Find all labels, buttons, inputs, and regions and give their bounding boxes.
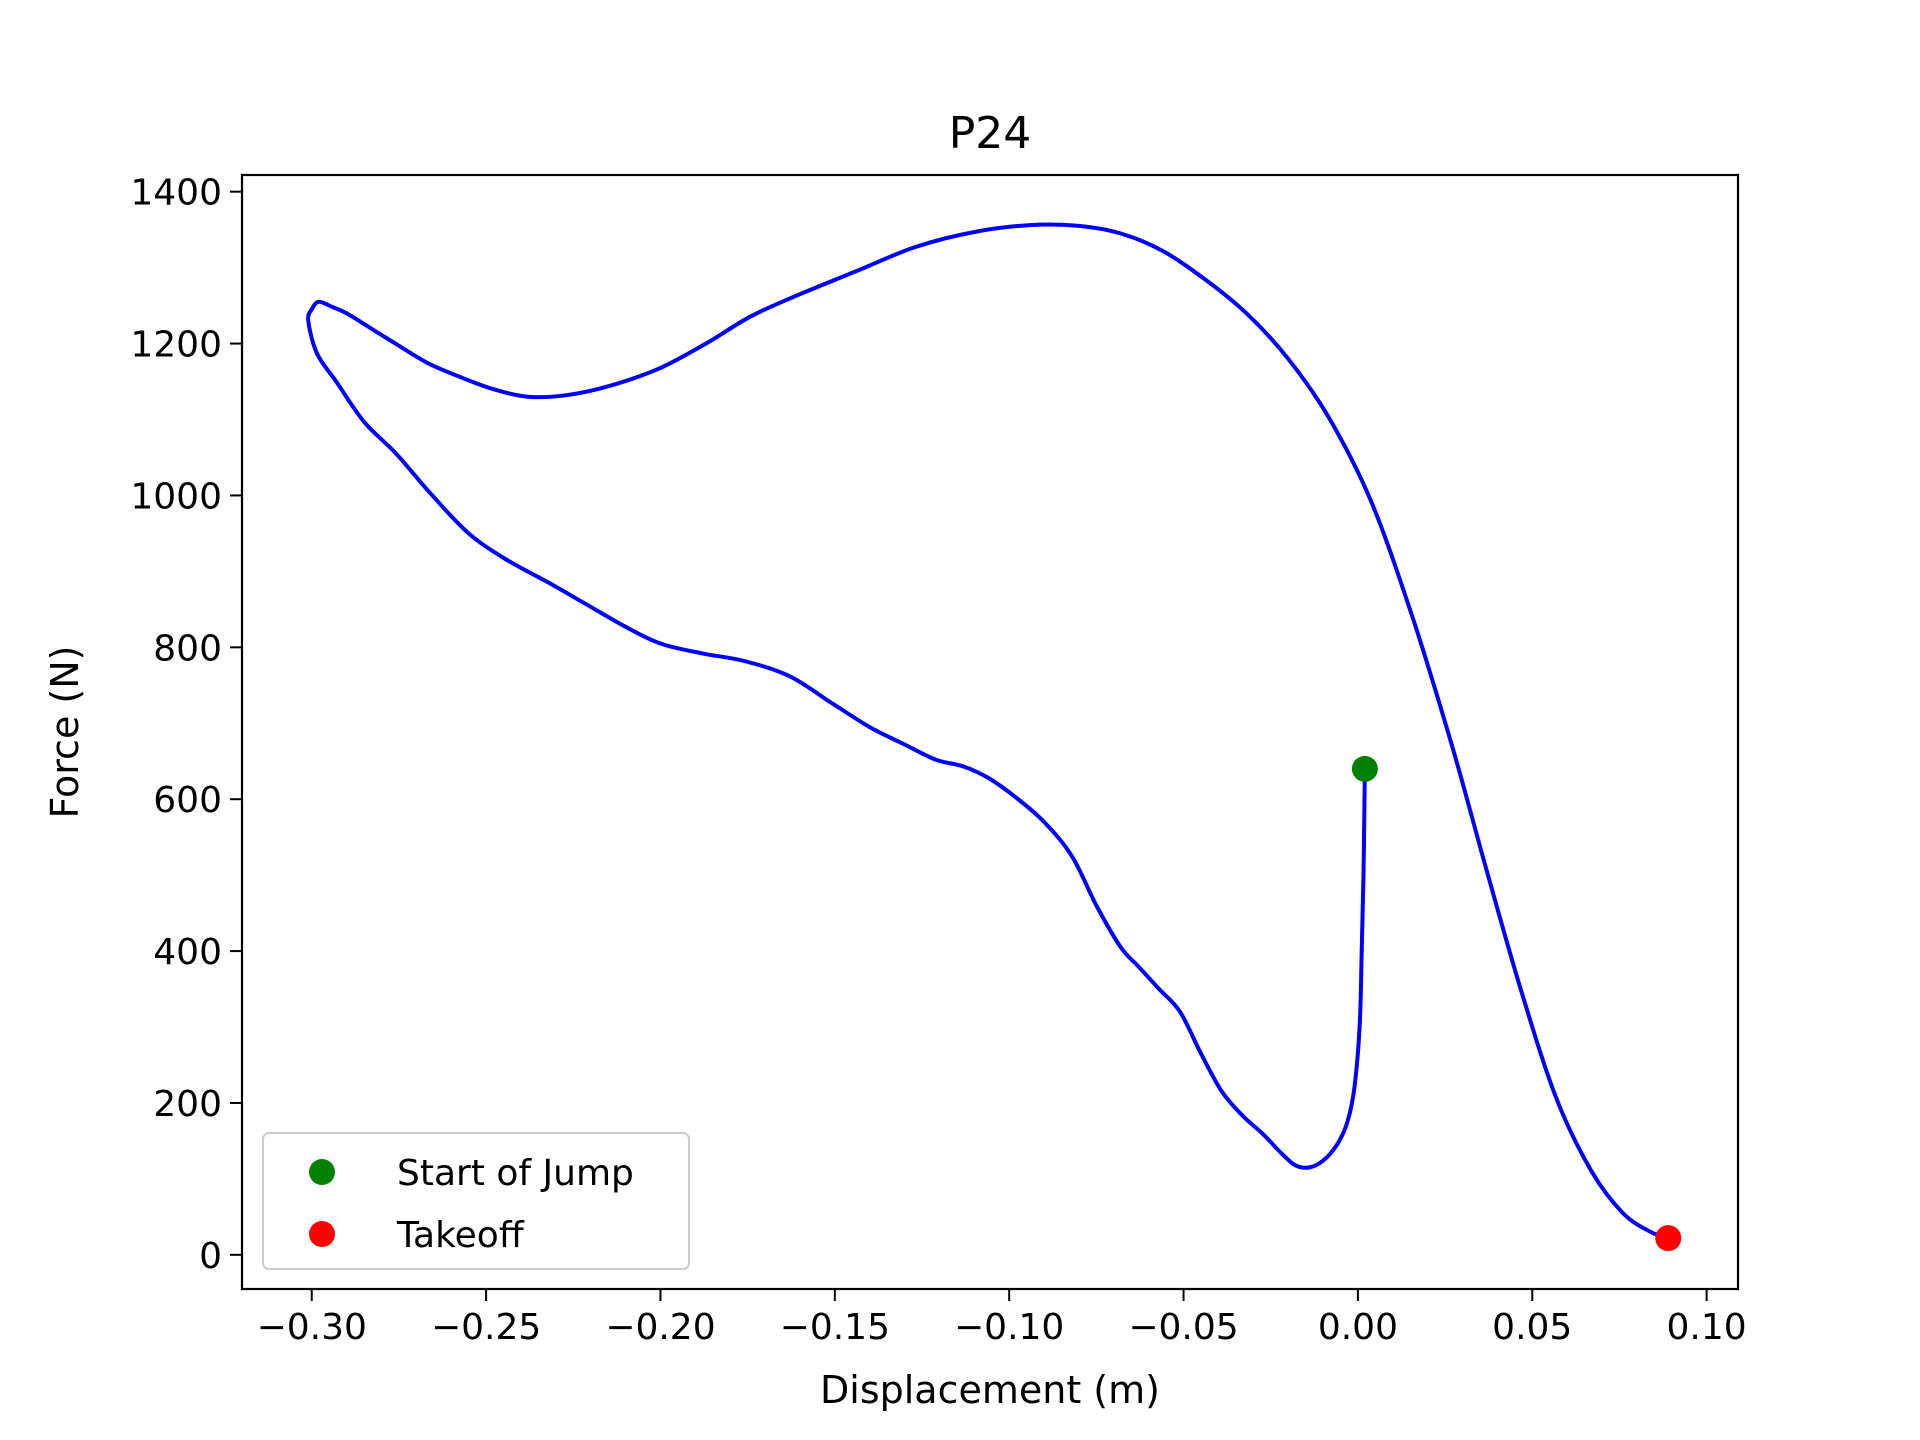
- plot-series: [306, 222, 1671, 1241]
- y-axis-label: Force (N): [43, 646, 87, 819]
- y-tick-label: 200: [153, 1084, 222, 1125]
- marker-point-1: [1655, 1225, 1682, 1252]
- y-tick-label: 0: [199, 1236, 222, 1277]
- x-axis: −0.30 −0.25 −0.20 −0.15 −0.10 −0.05 0.00 0.05 0.…: [257, 1289, 1747, 1348]
- y-tick-label: 600: [153, 780, 222, 821]
- series-line-0: [306, 222, 1671, 1241]
- plot-markers: [1351, 755, 1682, 1252]
- y-tick-label: 800: [153, 628, 222, 669]
- plot-frame: [240, 173, 1740, 1291]
- legend-label-0: Start of Jump: [397, 1153, 634, 1194]
- y-tick-label: 400: [153, 932, 222, 973]
- y-tick-label: 1200: [130, 325, 222, 366]
- x-tick-label: −0.10: [954, 1307, 1064, 1348]
- x-tick-label: −0.20: [605, 1307, 715, 1348]
- x-tick-label: −0.25: [431, 1307, 541, 1348]
- y-axis: 0 200 400 600 800 1000 1200 1400: [130, 173, 242, 1277]
- x-tick-label: 0.10: [1667, 1307, 1747, 1348]
- legend-label-1: Takeoff: [396, 1215, 525, 1256]
- x-tick-label: −0.05: [1128, 1307, 1238, 1348]
- x-axis-label: Displacement (m): [820, 1368, 1160, 1412]
- x-tick-label: −0.30: [257, 1307, 367, 1348]
- x-tick-label: 0.00: [1318, 1307, 1398, 1348]
- legend-box: [262, 1132, 690, 1270]
- y-tick-label: 1400: [130, 173, 222, 214]
- chart-title: P24: [949, 108, 1032, 159]
- x-tick-label: 0.05: [1492, 1307, 1572, 1348]
- marker-point-0: [1351, 755, 1378, 782]
- legend-marker-1: [309, 1221, 335, 1247]
- y-tick-label: 1000: [130, 476, 222, 517]
- x-tick-label: −0.15: [780, 1307, 890, 1348]
- legend-marker-0: [309, 1159, 335, 1185]
- legend: Start of Jump Takeoff: [262, 1132, 690, 1270]
